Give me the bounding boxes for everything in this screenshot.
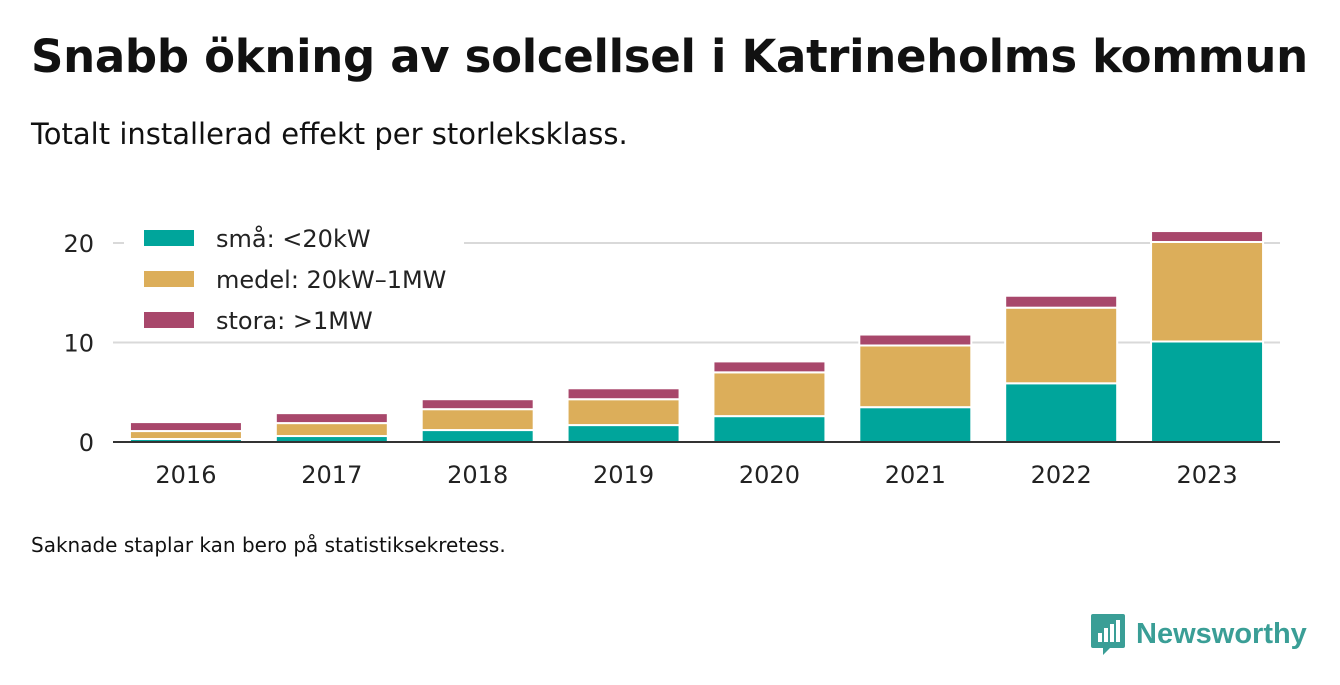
bar-segment [858,406,973,443]
bar-segment [712,415,827,444]
bar-segment [1004,382,1119,444]
bar-segment [566,398,681,427]
bar-segment [128,430,243,441]
bar-segment [274,422,389,438]
legend-label: små: <20kW [216,224,371,253]
bar-segment [128,421,243,433]
x-tick-labels: 2016 2017 2018 2019 2020 2021 2022 2023 [155,461,1237,489]
bars [128,230,1265,444]
bar-segment [566,424,681,443]
x-tick-label: 2017 [301,461,362,489]
x-tick-label: 2021 [885,461,946,489]
bar-segment [274,412,389,425]
x-tick-label: 2016 [155,461,216,489]
legend-swatch [144,312,194,328]
brand: Newsworthy [1090,612,1307,656]
legend-swatch [144,230,194,246]
bar-segment [420,408,535,432]
brand-name: Newsworthy [1136,617,1307,650]
bar-segment [858,344,973,409]
bar-segment [712,371,827,418]
bar-segment [1004,306,1119,385]
x-tick-label: 2023 [1177,461,1238,489]
y-tick-labels: 0 10 20 [63,230,94,457]
chart-title: Snabb ökning av solcellsel i Katrineholm… [31,30,1308,83]
bar-segment [1150,230,1265,244]
x-tick-label: 2020 [739,461,800,489]
bar-segment [420,429,535,443]
x-tick-label: 2019 [593,461,654,489]
bar-segment [420,398,535,411]
bar-segment [858,333,973,347]
chart-subtitle: Totalt installerad effekt per storlekskl… [31,117,628,151]
bar-segment [566,387,681,401]
footnote: Saknade staplar kan bero på statistiksek… [31,533,506,557]
legend: små: <20kW medel: 20kW–1MW stora: >1MW [124,217,464,341]
y-tick-label: 20 [63,230,94,258]
y-tick-label: 10 [63,330,94,358]
bar-segment [712,360,827,374]
bar-segment [1150,241,1265,343]
y-tick-label: 0 [79,429,94,457]
x-tick-label: 2018 [447,461,508,489]
bar-segment [1150,340,1265,444]
legend-label: stora: >1MW [216,307,373,335]
newsworthy-logo-icon [1091,614,1125,655]
legend-label: medel: 20kW–1MW [216,266,446,294]
bar-segment [1004,294,1119,309]
legend-swatch [144,271,194,287]
x-tick-label: 2022 [1031,461,1092,489]
